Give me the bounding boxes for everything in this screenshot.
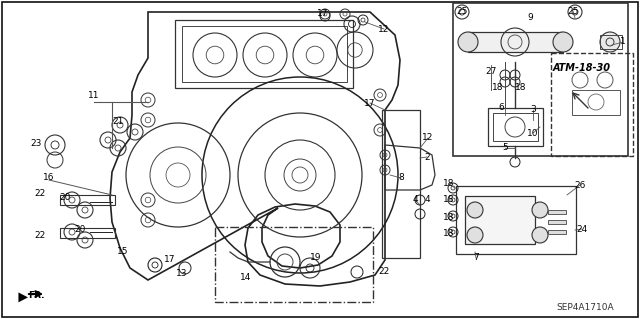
Bar: [548, 210, 566, 214]
Text: 12: 12: [378, 25, 390, 33]
Text: 7: 7: [473, 254, 479, 263]
Text: 17: 17: [164, 255, 176, 263]
Text: 19: 19: [310, 254, 322, 263]
Text: 18: 18: [515, 83, 527, 92]
Circle shape: [553, 32, 573, 52]
Bar: [60, 228, 115, 238]
Text: 25: 25: [456, 6, 468, 16]
Text: 8: 8: [398, 174, 404, 182]
Bar: [382, 110, 420, 258]
Text: 14: 14: [240, 273, 252, 283]
Text: 20: 20: [74, 225, 86, 234]
Text: 18: 18: [492, 83, 504, 92]
Bar: [548, 220, 566, 224]
Bar: [488, 108, 543, 146]
Bar: [572, 90, 620, 115]
Text: 6: 6: [498, 103, 504, 113]
Text: 24: 24: [577, 225, 588, 234]
Text: SEP4A1710A: SEP4A1710A: [556, 303, 614, 313]
Text: 4: 4: [424, 196, 430, 204]
Bar: [551, 53, 633, 156]
Text: 11: 11: [88, 91, 100, 100]
Text: 22: 22: [35, 189, 45, 197]
Text: 3: 3: [530, 106, 536, 115]
Text: ◀: ◀: [18, 290, 28, 302]
Bar: [456, 186, 576, 254]
Circle shape: [600, 32, 620, 52]
Text: 18: 18: [444, 213, 455, 222]
Bar: [182, 26, 347, 82]
Bar: [548, 230, 566, 234]
Text: 1: 1: [620, 38, 626, 47]
Text: 12: 12: [422, 133, 434, 143]
Text: 15: 15: [117, 247, 129, 256]
Circle shape: [532, 202, 548, 218]
Bar: [60, 195, 115, 205]
Text: 21: 21: [112, 116, 124, 125]
Circle shape: [467, 202, 483, 218]
Text: 18: 18: [444, 180, 455, 189]
Text: 17: 17: [317, 10, 329, 19]
Text: 9: 9: [527, 13, 533, 23]
Text: 25: 25: [567, 6, 579, 16]
Text: 10: 10: [527, 129, 539, 137]
Text: 13: 13: [176, 269, 188, 278]
Circle shape: [467, 227, 483, 243]
Text: 2: 2: [424, 152, 430, 161]
Text: 20: 20: [60, 192, 70, 202]
Text: 5: 5: [502, 144, 508, 152]
Circle shape: [458, 32, 478, 52]
Text: 23: 23: [30, 139, 42, 149]
Text: 22: 22: [35, 232, 45, 241]
Text: 18: 18: [444, 229, 455, 239]
Bar: [468, 32, 563, 52]
Text: FR.: FR.: [28, 292, 45, 300]
Text: 17: 17: [364, 99, 376, 108]
Bar: [493, 113, 538, 141]
Text: 4: 4: [412, 196, 418, 204]
Bar: [600, 35, 622, 49]
Text: 16: 16: [44, 173, 55, 182]
Bar: [215, 227, 373, 302]
Circle shape: [532, 227, 548, 243]
Bar: [175, 20, 353, 88]
Text: 22: 22: [378, 266, 390, 276]
Text: 26: 26: [574, 181, 586, 189]
Bar: [453, 3, 628, 156]
Bar: [465, 196, 535, 244]
Text: ATM-18-30: ATM-18-30: [553, 63, 611, 73]
Text: 27: 27: [485, 68, 497, 77]
Text: 18: 18: [444, 196, 455, 204]
